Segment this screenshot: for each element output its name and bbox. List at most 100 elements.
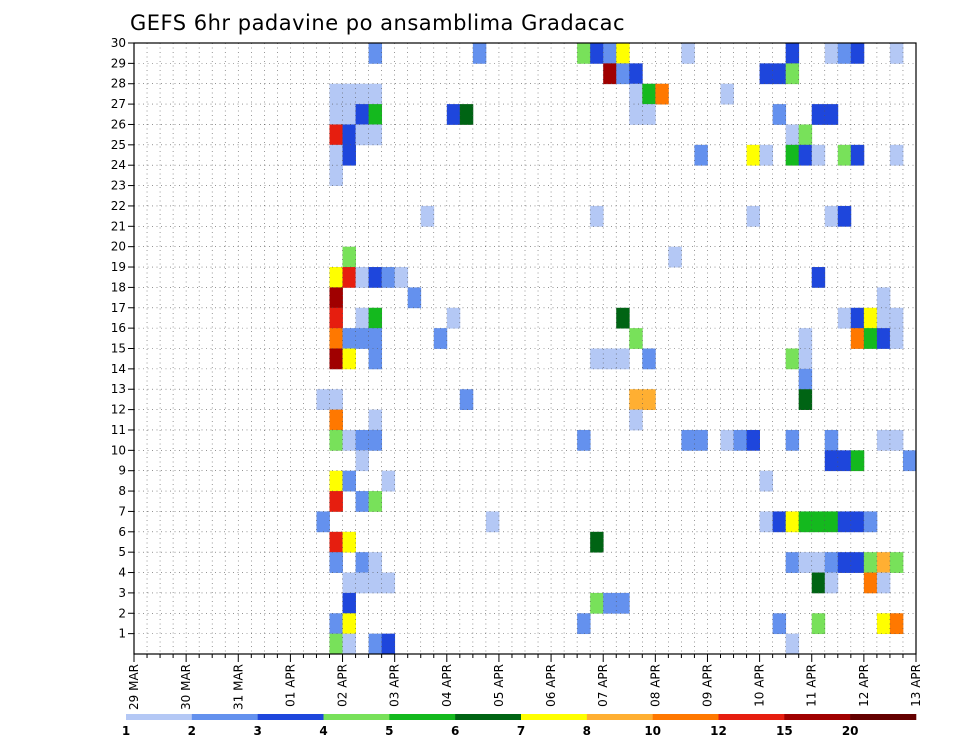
y-tick-label: 28 xyxy=(111,77,126,91)
heatmap-cell xyxy=(459,104,474,125)
heatmap-cell xyxy=(433,328,448,349)
heatmap-cell xyxy=(368,552,383,573)
heatmap-cell xyxy=(329,144,343,166)
heatmap-cell xyxy=(355,307,369,329)
x-tick-label: 02 APR xyxy=(336,664,350,707)
heatmap-cell xyxy=(329,389,343,410)
heatmap-cell xyxy=(329,429,343,451)
heatmap-cell xyxy=(459,389,474,410)
x-tick-label: 04 APR xyxy=(440,664,454,707)
heatmap-cell xyxy=(876,287,891,309)
heatmap-cell xyxy=(824,43,839,64)
heatmap-cell xyxy=(785,124,800,146)
x-tick-label: 05 APR xyxy=(492,664,506,707)
heatmap-cell xyxy=(850,307,865,329)
heatmap-cell xyxy=(342,124,356,146)
heatmap-cell xyxy=(368,307,383,329)
legend-level-label: 20 xyxy=(842,724,859,738)
heatmap-cell xyxy=(603,63,617,85)
heatmap-cell xyxy=(355,491,369,512)
heatmap-cell xyxy=(590,348,604,370)
heatmap-cell xyxy=(355,104,369,125)
heatmap-cell xyxy=(759,511,774,533)
heatmap-cell xyxy=(798,124,813,146)
heatmap-cell xyxy=(889,613,904,635)
heatmap-cell xyxy=(824,104,839,125)
legend-color-swatch xyxy=(784,714,851,720)
heatmap-cell xyxy=(368,328,383,349)
heatmap-cell xyxy=(629,328,643,349)
heatmap-cell xyxy=(329,348,343,370)
heatmap-cell xyxy=(616,307,630,329)
heatmap-cell xyxy=(863,307,878,329)
y-tick-label: 2 xyxy=(118,606,126,620)
heatmap-cell xyxy=(355,572,369,594)
y-tick-label: 29 xyxy=(111,56,126,70)
heatmap-cell xyxy=(850,144,865,166)
x-tick-label: 03 APR xyxy=(388,664,402,707)
heatmap-cell xyxy=(329,124,343,146)
heatmap-cell xyxy=(629,409,643,431)
heatmap-cell xyxy=(329,491,343,512)
heatmap-cell xyxy=(342,633,356,655)
x-tick-label: 13 APR xyxy=(909,664,923,707)
heatmap-cell xyxy=(368,429,383,451)
y-tick-label: 10 xyxy=(111,443,126,457)
heatmap-cell xyxy=(824,429,839,451)
heatmap-cell xyxy=(616,592,630,614)
heatmap-cell xyxy=(681,429,695,451)
heatmap-cell xyxy=(772,613,787,635)
heatmap-cell xyxy=(837,511,852,533)
heatmap-cell xyxy=(629,389,643,410)
legend-level-label: 1 xyxy=(122,724,130,738)
y-tick-label: 7 xyxy=(118,504,126,518)
heatmap-cell xyxy=(368,348,383,370)
heatmap-cell xyxy=(772,63,787,85)
legend-color-swatch xyxy=(191,714,258,720)
heatmap-cell xyxy=(355,124,369,146)
legend-color-swatch xyxy=(586,714,653,720)
heatmap-cell xyxy=(342,470,356,492)
x-tick-label: 07 APR xyxy=(596,664,610,707)
heatmap-cell xyxy=(446,104,461,125)
heatmap-cell xyxy=(837,552,852,573)
legend-color-swatch xyxy=(652,714,719,720)
legend-level-label: 15 xyxy=(776,724,793,738)
heatmap-cell xyxy=(577,43,591,64)
heatmap-cell xyxy=(642,348,656,370)
heatmap-cell xyxy=(811,552,826,573)
heatmap-cell xyxy=(342,267,356,288)
heatmap-cell xyxy=(694,429,708,451)
y-tick-label: 19 xyxy=(111,260,126,274)
heatmap-cell xyxy=(590,205,604,227)
legend-level-label: 7 xyxy=(517,724,525,738)
heatmap-cell xyxy=(329,552,343,573)
heatmap-cell xyxy=(342,83,356,105)
heatmap-cell xyxy=(329,83,343,105)
heatmap-cell xyxy=(329,287,343,309)
heatmap-cell xyxy=(811,613,826,635)
heatmap-cell xyxy=(342,144,356,166)
heatmap-cell xyxy=(824,552,839,573)
heatmap-cell xyxy=(368,572,383,594)
heatmap-cell xyxy=(342,429,356,451)
heatmap-cell xyxy=(485,511,500,533)
heatmap-cell xyxy=(837,43,852,64)
y-tick-label: 12 xyxy=(111,403,126,417)
y-tick-label: 18 xyxy=(111,280,126,294)
heatmap-cell xyxy=(368,124,383,146)
heatmap-cell xyxy=(681,43,695,64)
heatmap-cell xyxy=(889,328,904,349)
chart-title: GEFS 6hr padavine po ansamblima Gradacac xyxy=(130,11,625,35)
heatmap-cell xyxy=(616,43,630,64)
y-tick-label: 30 xyxy=(111,36,126,50)
x-tick-label: 31 MAR xyxy=(231,664,245,710)
heatmap-cell xyxy=(785,43,800,64)
heatmap-cell xyxy=(694,144,708,166)
heatmap-cell xyxy=(329,409,343,431)
legend-color-swatch xyxy=(257,714,324,720)
heatmap-cell xyxy=(863,552,878,573)
heatmap-cell xyxy=(785,511,800,533)
heatmap-cell xyxy=(368,43,383,64)
y-tick-label: 15 xyxy=(111,342,126,356)
